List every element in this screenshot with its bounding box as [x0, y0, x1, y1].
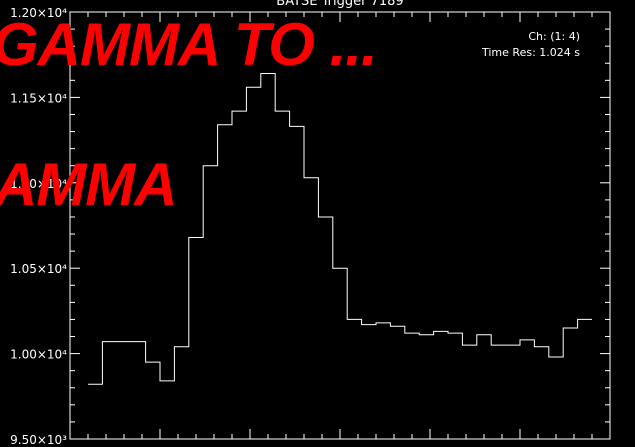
overlay-caption-1: GAMMA TO ...: [0, 11, 378, 78]
time-res-info: Time Res: 1.024 s: [481, 46, 580, 59]
y-tick-label: 1.00×10⁴: [10, 348, 67, 362]
y-tick-label: 1.10×10⁴: [10, 177, 67, 191]
x-axis: [69, 12, 611, 439]
y-tick-label: 1.15×10⁴: [10, 91, 67, 105]
y-axis: 9.50×10³ 1.00×10⁴ 1.05×10⁴ 1.10×10⁴ 1.15×10⁴…: [10, 6, 610, 447]
channel-info: Ch: (1: 4): [528, 30, 580, 43]
y-tick-label: 1.20×10⁴: [10, 6, 67, 20]
y-tick-label: 9.50×10³: [10, 433, 67, 447]
series-line: [88, 73, 592, 385]
overlay-caption-2: AMMA: [0, 151, 178, 218]
chart-title: BATSE Trigger 7189: [276, 0, 403, 9]
y-tick-label: 1.05×10⁴: [10, 262, 67, 276]
